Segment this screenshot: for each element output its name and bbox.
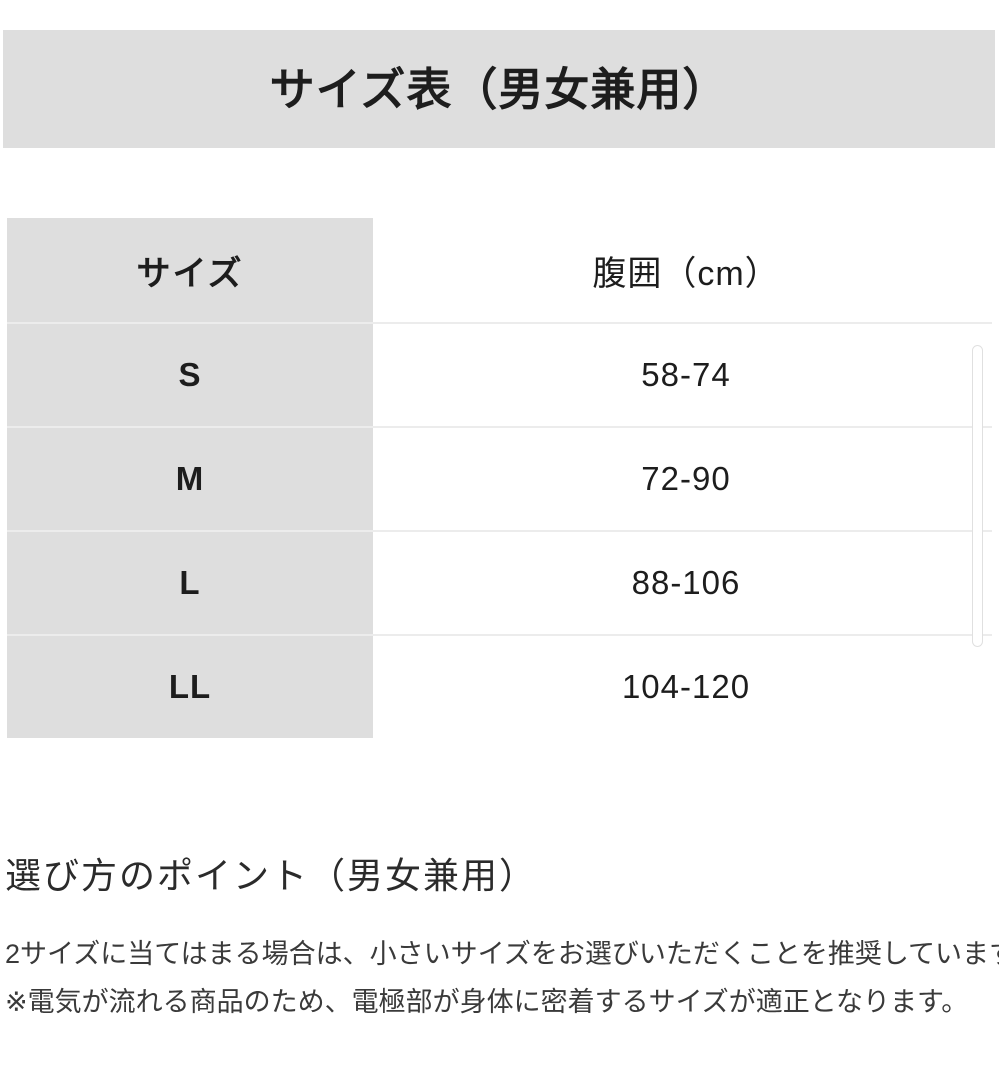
- selection-points-heading: 選び方のポイント（男女兼用）: [5, 855, 538, 896]
- cell-waist: 58-74: [380, 324, 992, 426]
- page-title: サイズ表（男女兼用）: [269, 63, 729, 115]
- size-table: サイズ 腹囲（cm） S 58-74 M 72-90 L 88-106 LL 1…: [7, 218, 992, 750]
- size-chart-banner: サイズ表（男女兼用）: [3, 30, 995, 148]
- table-row: S 58-74: [7, 322, 992, 426]
- selection-note-primary: 2サイズに当てはまる場合は、小さいサイズをお選びいただくことを推奨しています。: [5, 939, 999, 969]
- column-header-waist: 腹囲（cm）: [380, 218, 992, 322]
- selection-note-secondary: ※電気が流れる商品のため、電極部が身体に密着するサイズが適正となります。: [5, 987, 969, 1017]
- table-row: LL 104-120: [7, 634, 992, 738]
- column-header-size: サイズ: [7, 218, 373, 322]
- table-row: L 88-106: [7, 530, 992, 634]
- table-header-row: サイズ 腹囲（cm）: [7, 218, 992, 322]
- cell-size: LL: [7, 636, 373, 738]
- cell-waist: 104-120: [380, 636, 992, 738]
- cell-size: L: [7, 532, 373, 634]
- cell-size: M: [7, 428, 373, 530]
- cell-waist: 72-90: [380, 428, 992, 530]
- table-row: M 72-90: [7, 426, 992, 530]
- cell-size: S: [7, 324, 373, 426]
- cell-waist: 88-106: [380, 532, 992, 634]
